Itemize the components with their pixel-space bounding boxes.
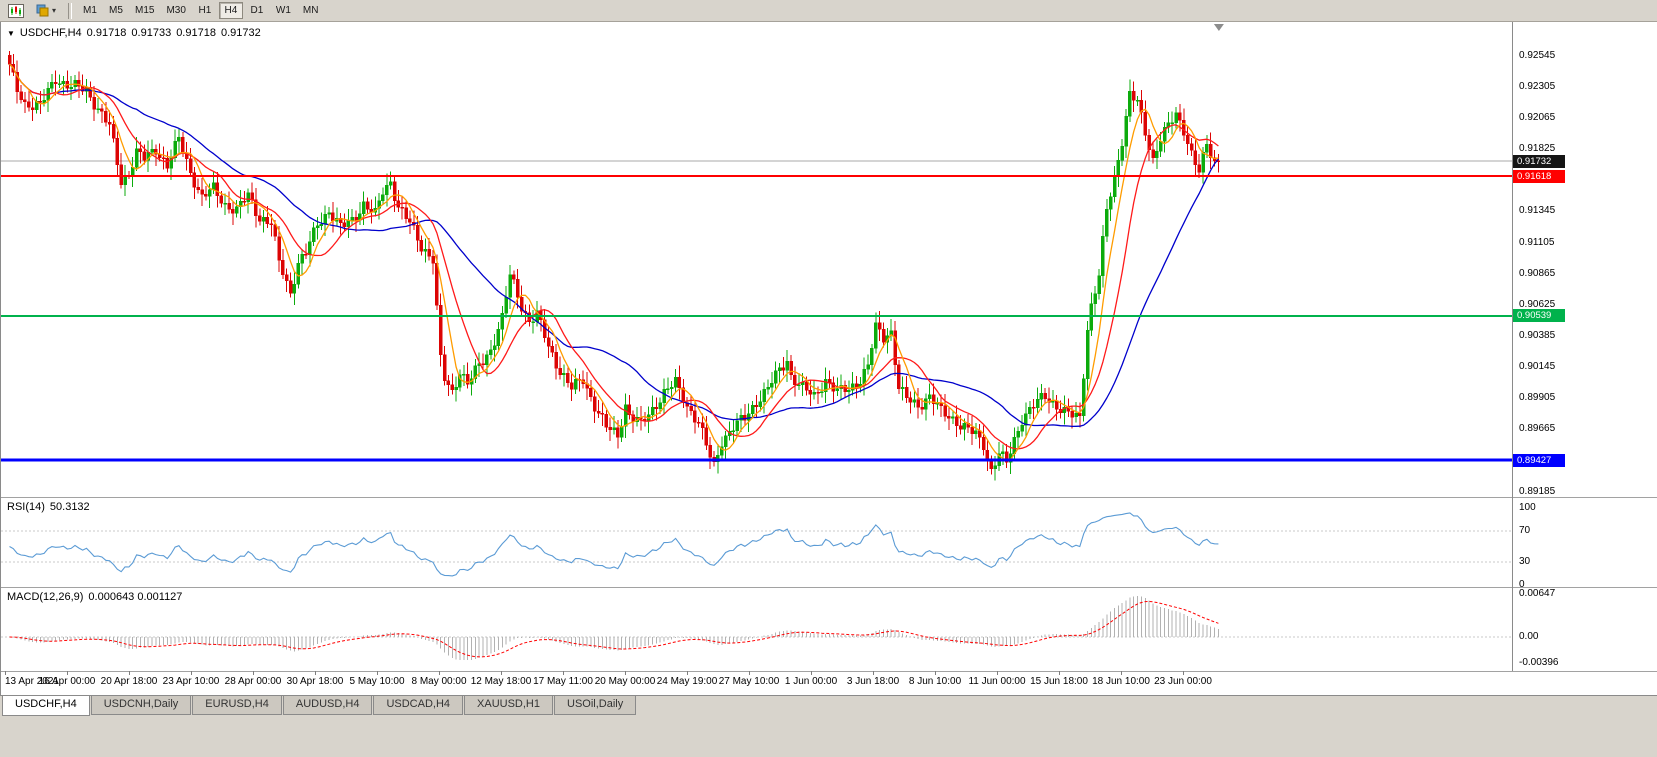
timeframe-m1-button[interactable]: M1	[78, 2, 102, 19]
rsi-title: RSI(14)	[7, 501, 45, 513]
chart-window-button[interactable]	[4, 1, 28, 21]
tab-xauusd-h1[interactable]: XAUUSD,H1	[464, 696, 553, 715]
chart-style-dropdown-button[interactable]: ▾	[30, 1, 62, 21]
chart-left-border	[0, 22, 1, 695]
chart-tabs-bar: USDCHF,H4 USDCNH,Daily EURUSD,H4 AUDUSD,…	[0, 695, 1657, 717]
timeframe-m30-button[interactable]: M30	[161, 2, 190, 19]
rsi-label: RSI(14) 50.3132	[7, 501, 95, 513]
close-value: 0.91732	[220, 27, 261, 39]
timeframe-m15-button[interactable]: M15	[130, 2, 159, 19]
macd-indicator-canvas[interactable]	[0, 588, 1657, 671]
tab-audusd-h4[interactable]: AUDUSD,H4	[282, 696, 373, 715]
rsi-indicator-canvas[interactable]	[0, 498, 1657, 587]
tab-usdcnh-daily[interactable]: USDCNH,Daily	[90, 696, 192, 715]
symbol-period-label: USDCHF,H4	[19, 27, 82, 39]
low-value: 0.91718	[176, 27, 216, 39]
macd-label: MACD(12,26,9) 0.000643 0.001127	[7, 591, 187, 603]
timeframe-mn-button[interactable]: MN	[298, 2, 324, 19]
timeframe-w1-button[interactable]: W1	[271, 2, 296, 19]
macd-title: MACD(12,26,9)	[7, 591, 84, 603]
tab-usdcad-h4[interactable]: USDCAD,H4	[373, 696, 464, 715]
open-value: 0.91718	[86, 27, 127, 39]
tab-usoil-daily[interactable]: USOil,Daily	[554, 696, 637, 715]
bottom-filler	[0, 717, 1657, 757]
high-value: 0.91733	[131, 27, 172, 39]
chart-ohlc-info: ▼ USDCHF,H4 0.91718 0.91733 0.91718 0.91732	[7, 27, 266, 39]
macd-values: 0.000643 0.001127	[88, 591, 183, 603]
chevron-down-icon: ▾	[51, 6, 56, 15]
toolbar-separator	[68, 2, 72, 19]
price-chart-canvas[interactable]	[0, 22, 1657, 497]
tab-usdchf-h4[interactable]: USDCHF,H4	[2, 696, 90, 716]
tab-eurusd-h4[interactable]: EURUSD,H4	[192, 696, 282, 715]
rsi-value: 50.3132	[49, 501, 90, 513]
chart-style-icon	[36, 4, 49, 17]
timeframe-d1-button[interactable]: D1	[245, 2, 269, 19]
time-axis-line	[0, 671, 1657, 672]
pane-splitter-rsi[interactable]	[0, 497, 1657, 498]
one-click-trading-arrow-icon[interactable]: ▼	[7, 29, 15, 38]
toolbar: ▾ M1 M5 M15 M30 H1 H4 D1 W1 MN	[0, 0, 1657, 22]
timeframe-h1-button[interactable]: H1	[193, 2, 217, 19]
timeframe-h4-button[interactable]: H4	[218, 2, 243, 19]
candlestick-chart-icon	[8, 3, 24, 18]
time-axis[interactable]	[0, 672, 1512, 694]
price-axis-border	[1512, 22, 1513, 671]
timeframe-m5-button[interactable]: M5	[104, 2, 128, 19]
price-axis[interactable]	[1513, 22, 1657, 671]
pane-splitter-macd[interactable]	[0, 587, 1657, 588]
